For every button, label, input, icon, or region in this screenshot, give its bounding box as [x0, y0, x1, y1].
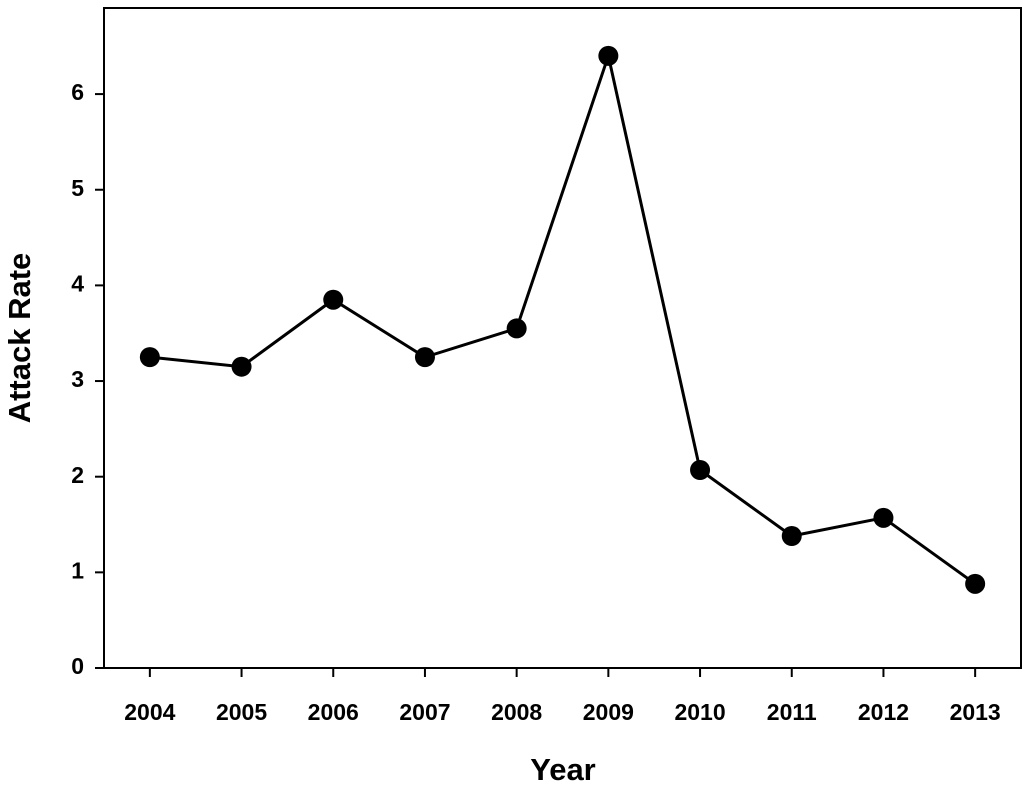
data-point: [965, 573, 986, 594]
x-tick-label: 2011: [767, 699, 817, 725]
data-point: [231, 356, 252, 377]
x-axis-title: Year: [530, 752, 596, 787]
plot-frame: [103, 7, 1022, 669]
y-tick-label: 6: [71, 79, 84, 105]
x-tick-label: 2012: [858, 699, 909, 725]
data-point: [139, 347, 160, 368]
x-tick-label: 2010: [674, 699, 725, 725]
data-point: [873, 507, 894, 528]
x-tick-label: 2007: [399, 699, 450, 725]
series-line: [149, 50, 977, 586]
y-tick-label: 5: [71, 175, 84, 201]
y-tick-label: 4: [71, 270, 84, 296]
y-axis-title: Attack Rate: [2, 253, 37, 424]
y-tick-label: 2: [71, 462, 84, 488]
x-tick-label: 2013: [950, 699, 1001, 725]
data-point: [781, 526, 802, 546]
data-point: [690, 460, 711, 480]
data-point: [506, 318, 527, 339]
y-tick-label: 0: [71, 653, 84, 679]
data-point: [323, 289, 344, 310]
y-tick-label: 1: [71, 557, 84, 583]
data-point: [414, 347, 435, 368]
x-tick-label: 2009: [583, 699, 634, 725]
x-tick-label: 2004: [124, 699, 175, 725]
y-tick-label: 3: [71, 366, 84, 392]
x-tick-label: 2006: [308, 699, 359, 725]
x-tick-label: 2008: [491, 699, 542, 725]
x-tick-label: 2005: [216, 699, 267, 725]
data-point: [598, 45, 619, 66]
